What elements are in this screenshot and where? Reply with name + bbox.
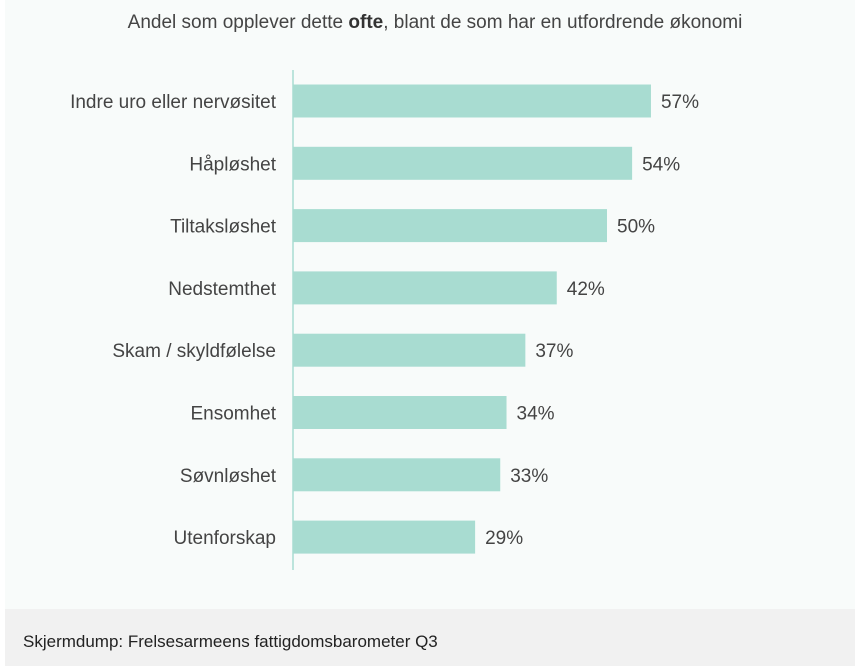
caption-bar xyxy=(5,609,855,666)
category-label: Ensomhet xyxy=(190,404,276,425)
category-label: Håpløshet xyxy=(189,154,276,175)
bar xyxy=(293,333,526,367)
category-label: Tiltaksløshet xyxy=(170,217,277,238)
image-caption: Skjermdump: Frelsesarmeens fattigdomsbar… xyxy=(23,632,438,651)
bar xyxy=(293,84,651,118)
bar xyxy=(293,458,501,492)
category-label: Utenforskap xyxy=(174,528,276,549)
bar xyxy=(293,209,607,243)
category-label: Nedstemthet xyxy=(168,279,276,300)
data-label: 42% xyxy=(567,279,605,300)
data-label: 29% xyxy=(485,528,523,549)
data-label: 34% xyxy=(517,404,555,425)
data-label: 50% xyxy=(617,217,655,238)
bar xyxy=(293,146,633,180)
data-label: 57% xyxy=(661,92,699,113)
category-label: Indre uro eller nervøsitet xyxy=(70,92,277,113)
chart-title-before: Andel som opplever dette xyxy=(127,12,349,33)
data-label: 33% xyxy=(510,466,548,487)
bar xyxy=(293,271,557,305)
bar xyxy=(293,396,507,429)
category-label: Søvnløshet xyxy=(180,466,277,487)
category-label: Skam / skyldfølelse xyxy=(112,341,276,362)
bar-chart: Indre uro eller nervøsitet 57% Håpløshet 54… xyxy=(70,70,699,570)
chart-title: Andel som opplever dette ofte, blant de … xyxy=(0,12,855,34)
chart-title-after: , blant de som har en utfordrende økonom… xyxy=(383,12,743,33)
data-label: 37% xyxy=(535,341,573,362)
bar xyxy=(293,520,476,554)
data-label: 54% xyxy=(642,154,680,175)
chart-title-bold: ofte xyxy=(348,12,384,33)
